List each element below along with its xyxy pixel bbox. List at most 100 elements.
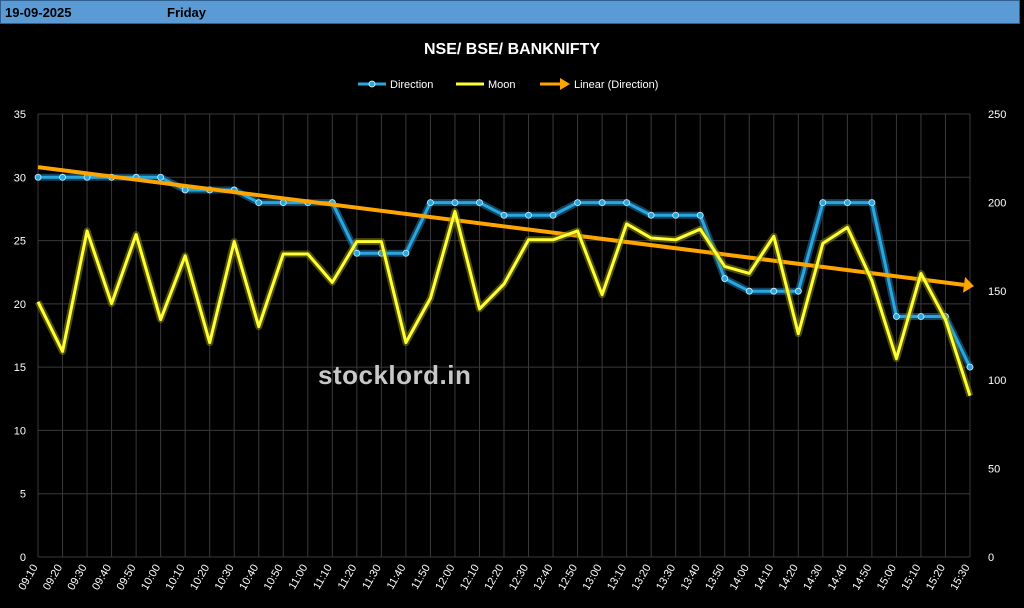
direction-point <box>574 199 581 207</box>
direction-point <box>427 199 434 207</box>
y-left-tick-label: 15 <box>14 362 26 374</box>
x-tick-label: 14:30 <box>801 563 825 593</box>
moon-line <box>36 209 972 397</box>
x-tick-label: 10:20 <box>188 563 212 593</box>
x-tick-label: 11:50 <box>409 563 433 592</box>
y-right-tick-label: 0 <box>988 552 994 564</box>
direction-point <box>745 287 753 295</box>
x-tick-label: 09:50 <box>115 563 139 593</box>
direction-point <box>623 199 631 207</box>
x-tick-label: 10:10 <box>164 563 188 593</box>
y-left-tick-label: 35 <box>14 109 26 121</box>
direction-point <box>721 275 729 282</box>
direction-point <box>476 199 483 207</box>
y-left-tick-label: 10 <box>14 425 26 437</box>
watermark: stocklord.in <box>318 360 472 390</box>
gridlines <box>37 113 971 558</box>
header-bar: 19-09-2025 Friday <box>0 0 1020 24</box>
x-tick-label: 15:00 <box>875 563 899 593</box>
direction-point <box>868 199 876 207</box>
legend-moon-label: Moon <box>488 79 516 91</box>
direction-point <box>500 211 508 219</box>
x-tick-label: 13:00 <box>581 563 605 593</box>
y-right-tick-label: 250 <box>988 109 1006 121</box>
direction-point <box>34 173 42 181</box>
direction-point <box>843 199 851 207</box>
direction-point <box>59 173 66 181</box>
x-tick-label: 11:00 <box>287 563 311 592</box>
x-tick-label: 11:10 <box>311 563 335 592</box>
direction-point <box>402 249 410 257</box>
y-right-tick-label: 50 <box>988 463 1000 475</box>
x-tick-label: 13:10 <box>605 563 629 593</box>
y-axis-right: 0 50 100 150 200 250 <box>988 109 1006 564</box>
x-tick-label: 12:10 <box>458 563 482 593</box>
x-tick-label: 12:40 <box>531 563 555 593</box>
trendline-arrowhead <box>962 276 974 293</box>
x-tick-label: 13:30 <box>654 563 678 593</box>
direction-point <box>672 211 680 219</box>
direction-point <box>696 211 704 219</box>
x-tick-label: 15:30 <box>948 563 972 593</box>
x-tick-label: 14:50 <box>850 563 874 593</box>
direction-point <box>598 199 606 207</box>
x-tick-label: 14:00 <box>728 563 752 593</box>
x-tick-label: 10:50 <box>262 563 286 593</box>
x-axis: 09:10 09:20 09:30 09:40 09:50 10:00 10:10 10:20… <box>16 563 972 593</box>
x-tick-label: 13:20 <box>630 563 654 593</box>
x-tick-label: 11:30 <box>360 563 384 592</box>
x-tick-label: 12:20 <box>482 563 506 593</box>
x-tick-label: 09:10 <box>16 563 40 593</box>
x-tick-label: 10:30 <box>213 563 237 593</box>
direction-point <box>917 313 925 320</box>
legend: Direction Moon Linear (Direction) <box>358 78 658 91</box>
chart-title: NSE/ BSE/ BANKNIFTY <box>424 41 600 58</box>
series-layer <box>34 165 974 397</box>
legend-trend-label: Linear (Direction) <box>574 79 658 91</box>
chart: NSE/ BSE/ BANKNIFTY Direction Moon Linea… <box>14 41 1007 593</box>
x-tick-label: 12:00 <box>433 563 457 593</box>
day-label: Friday <box>167 5 207 20</box>
x-tick-label: 09:30 <box>65 563 89 593</box>
direction-point <box>770 287 778 295</box>
x-tick-label: 15:10 <box>899 563 923 593</box>
direction-point <box>451 199 459 207</box>
y-right-tick-label: 200 <box>988 198 1006 210</box>
y-left-tick-label: 20 <box>14 299 26 311</box>
x-tick-label: 13:40 <box>679 563 703 593</box>
trendline <box>37 165 965 287</box>
x-tick-label: 09:20 <box>41 563 65 593</box>
y-left-tick-label: 30 <box>14 172 26 184</box>
direction-point <box>893 313 900 320</box>
y-left-tick-label: 5 <box>20 489 26 501</box>
y-left-tick-label: 0 <box>20 552 26 564</box>
legend-trend-arrow <box>560 78 570 90</box>
x-tick-label: 12:30 <box>507 563 531 593</box>
x-tick-label: 15:20 <box>924 563 948 593</box>
y-left-tick-label: 25 <box>14 236 26 248</box>
x-tick-label: 11:20 <box>336 563 360 592</box>
x-tick-label: 10:00 <box>139 563 163 593</box>
x-tick-label: 14:20 <box>777 563 801 593</box>
x-tick-label: 09:40 <box>90 563 114 593</box>
direction-point <box>966 363 974 371</box>
y-right-tick-label: 100 <box>988 375 1006 387</box>
direction-point <box>819 199 827 207</box>
direction-point <box>525 211 532 219</box>
x-tick-label: 14:10 <box>752 563 776 593</box>
x-tick-label: 13:50 <box>703 563 727 593</box>
y-axis-left: 0 5 10 15 20 25 30 35 <box>14 109 26 564</box>
x-tick-label: 10:40 <box>237 563 261 593</box>
y-right-tick-label: 150 <box>988 286 1006 298</box>
x-tick-label: 11:40 <box>385 563 409 592</box>
direction-point <box>549 211 557 219</box>
x-tick-label: 14:40 <box>826 563 850 593</box>
date-label: 19-09-2025 <box>5 5 72 20</box>
direction-point <box>794 287 802 295</box>
direction-point <box>157 173 165 181</box>
direction-point <box>647 211 655 219</box>
x-tick-label: 12:50 <box>556 563 580 593</box>
legend-direction-dot <box>368 80 376 88</box>
direction-point <box>255 199 263 207</box>
legend-direction-label: Direction <box>390 79 433 91</box>
